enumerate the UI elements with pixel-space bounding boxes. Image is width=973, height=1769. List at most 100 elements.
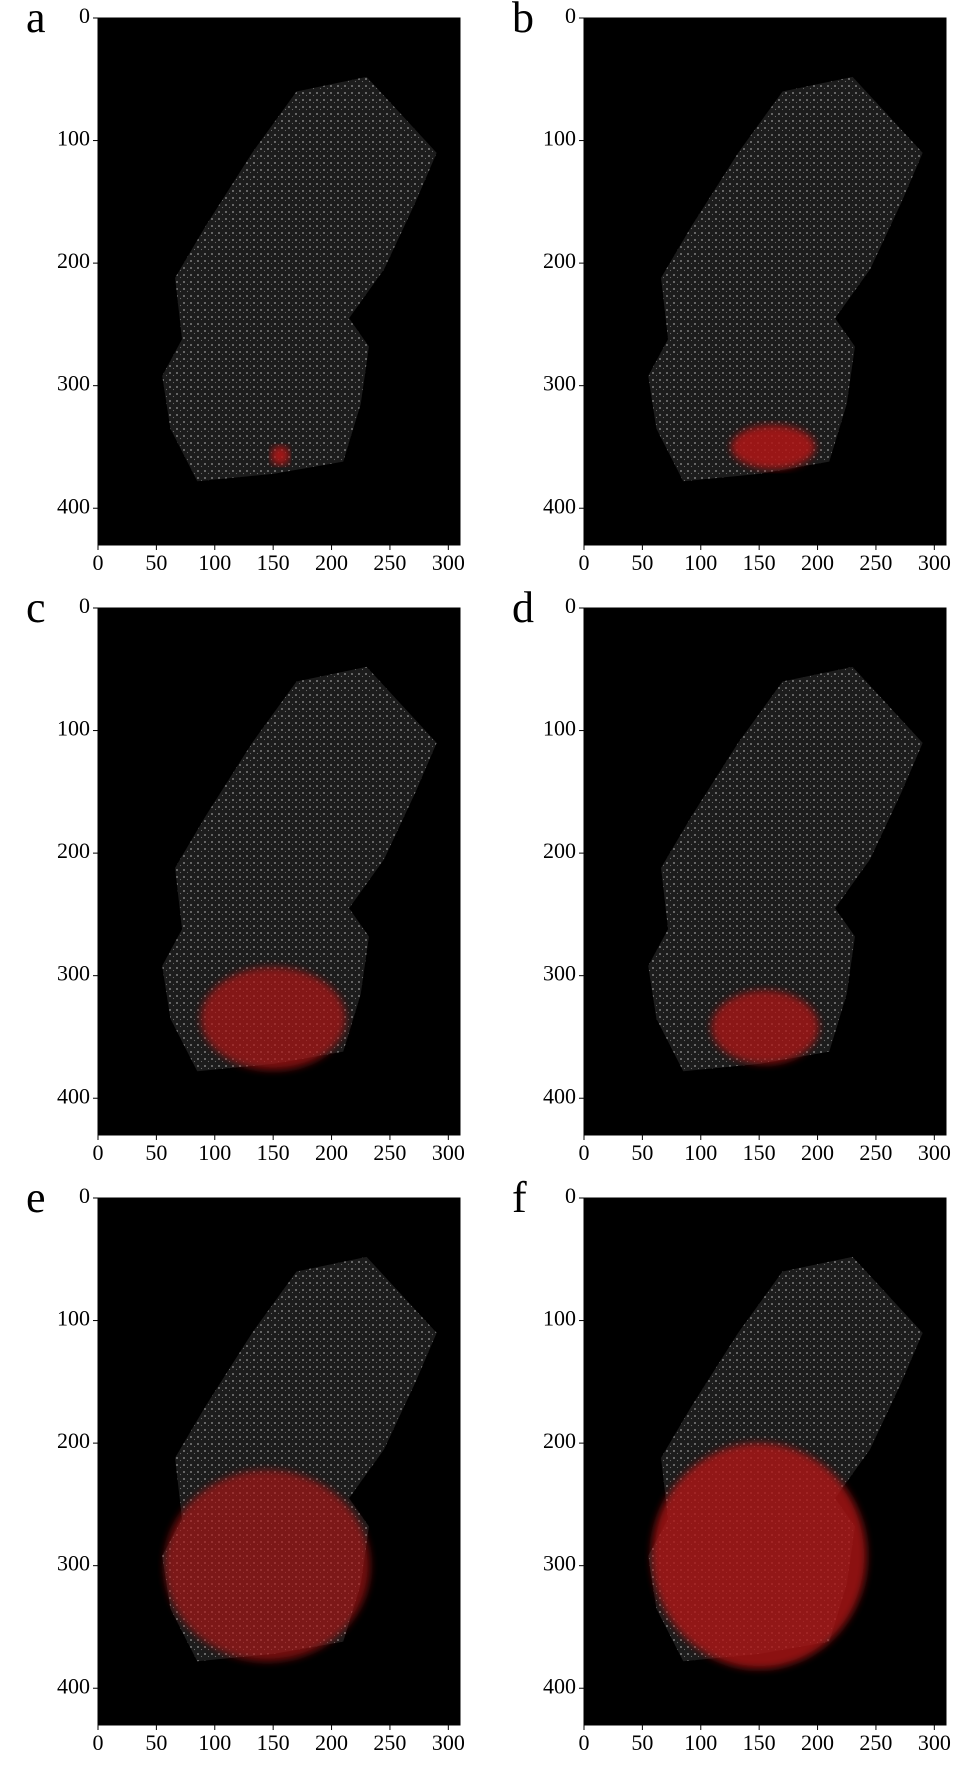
plot-frame — [97, 607, 461, 1136]
y-tick-label: 0 — [79, 593, 90, 618]
x-tick-label: 100 — [684, 1140, 717, 1165]
map-red-region — [270, 445, 290, 466]
x-tick-label: 0 — [579, 550, 590, 575]
y-tick-label: 100 — [57, 1306, 90, 1331]
map-red-region — [200, 967, 346, 1071]
y-tick-label: 300 — [543, 1551, 576, 1576]
x-tick-label: 100 — [198, 1140, 231, 1165]
plot-frame — [97, 1197, 461, 1726]
x-tick-label: 150 — [257, 1730, 290, 1755]
x-tick-label: 100 — [198, 1730, 231, 1755]
x-tick-label: 250 — [859, 1730, 892, 1755]
x-tick-label: 50 — [145, 550, 167, 575]
x-tick-label: 200 — [315, 1140, 348, 1165]
x-tick-label: 50 — [145, 1730, 167, 1755]
x-tick-label: 50 — [631, 1730, 653, 1755]
y-tick-label: 400 — [543, 1673, 576, 1698]
y-tick-label: 0 — [565, 3, 576, 28]
x-tick-label: 200 — [801, 1140, 834, 1165]
x-tick-label: 150 — [743, 1140, 776, 1165]
panel-letter: d — [512, 583, 534, 632]
x-tick-label: 0 — [93, 1730, 104, 1755]
x-tick-label: 200 — [315, 550, 348, 575]
y-tick-label: 100 — [543, 126, 576, 151]
y-tick-label: 300 — [543, 961, 576, 986]
y-tick-label: 0 — [79, 3, 90, 28]
x-tick-label: 250 — [373, 1140, 406, 1165]
y-tick-label: 400 — [543, 1083, 576, 1108]
panel-letter: c — [26, 583, 46, 632]
map-land — [162, 76, 437, 482]
x-tick-label: 300 — [918, 550, 951, 575]
panel-letter: b — [512, 0, 534, 42]
x-tick-label: 200 — [315, 1730, 348, 1755]
y-tick-label: 400 — [57, 493, 90, 518]
map-land — [162, 666, 437, 1072]
y-tick-label: 100 — [543, 716, 576, 741]
x-tick-label: 100 — [684, 1730, 717, 1755]
x-tick-label: 150 — [743, 550, 776, 575]
map-red-region — [711, 990, 819, 1064]
panel: b 0 50 100 150 200 250 300 0 100 200 300 400 — [512, 0, 951, 575]
plot-frame — [97, 17, 461, 546]
y-tick-label: 0 — [565, 593, 576, 618]
map-red-region — [731, 424, 816, 470]
map-land — [648, 76, 923, 482]
y-tick-label: 200 — [543, 1428, 576, 1453]
x-tick-label: 250 — [373, 550, 406, 575]
x-tick-label: 300 — [432, 550, 465, 575]
y-tick-label: 300 — [543, 371, 576, 396]
panel: d 0 50 100 150 200 250 300 0 100 200 300 400 — [512, 583, 951, 1165]
x-tick-label: 0 — [93, 550, 104, 575]
x-tick-label: 150 — [257, 1140, 290, 1165]
x-tick-label: 300 — [432, 1730, 465, 1755]
x-tick-label: 0 — [579, 1140, 590, 1165]
panel: f 0 50 100 150 200 250 300 0 100 200 300 400 — [512, 1173, 951, 1755]
x-tick-label: 100 — [198, 550, 231, 575]
y-tick-label: 0 — [79, 1183, 90, 1208]
x-tick-label: 50 — [145, 1140, 167, 1165]
y-tick-label: 0 — [565, 1183, 576, 1208]
panel-letter: f — [512, 1173, 527, 1222]
y-tick-label: 200 — [57, 248, 90, 273]
y-tick-label: 400 — [57, 1083, 90, 1108]
y-tick-label: 300 — [57, 1551, 90, 1576]
x-tick-label: 150 — [257, 550, 290, 575]
y-tick-label: 200 — [57, 838, 90, 863]
map-land — [648, 666, 923, 1072]
x-tick-label: 200 — [801, 1730, 834, 1755]
x-tick-label: 100 — [684, 550, 717, 575]
x-tick-label: 300 — [918, 1140, 951, 1165]
x-tick-label: 0 — [579, 1730, 590, 1755]
plot-frame — [583, 17, 947, 546]
x-tick-label: 50 — [631, 1140, 653, 1165]
x-tick-label: 0 — [93, 1140, 104, 1165]
panel: e 0 50 100 150 200 250 300 0 100 200 300 400 — [26, 1173, 465, 1755]
y-tick-label: 200 — [543, 838, 576, 863]
panel: a 0 50 100 150 200 250 300 0 100 200 300 400 — [26, 0, 465, 575]
panel-letter: a — [26, 0, 46, 42]
map-red-region — [651, 1443, 867, 1669]
plot-frame — [583, 607, 947, 1136]
x-tick-label: 250 — [373, 1730, 406, 1755]
plot-frame — [583, 1197, 947, 1726]
x-tick-label: 300 — [918, 1730, 951, 1755]
y-tick-label: 400 — [543, 493, 576, 518]
y-tick-label: 100 — [57, 126, 90, 151]
y-tick-label: 300 — [57, 961, 90, 986]
y-tick-label: 100 — [57, 716, 90, 741]
y-tick-label: 200 — [543, 248, 576, 273]
x-tick-label: 250 — [859, 550, 892, 575]
y-tick-label: 200 — [57, 1428, 90, 1453]
y-tick-label: 100 — [543, 1306, 576, 1331]
x-tick-label: 300 — [432, 1140, 465, 1165]
panel-letter: e — [26, 1173, 46, 1222]
x-tick-label: 200 — [801, 550, 834, 575]
map-red-region — [164, 1470, 371, 1662]
y-tick-label: 400 — [57, 1673, 90, 1698]
x-tick-label: 250 — [859, 1140, 892, 1165]
panel: c 0 50 100 150 200 250 300 0 100 200 300 400 — [26, 583, 465, 1165]
x-tick-label: 50 — [631, 550, 653, 575]
x-tick-label: 150 — [743, 1730, 776, 1755]
